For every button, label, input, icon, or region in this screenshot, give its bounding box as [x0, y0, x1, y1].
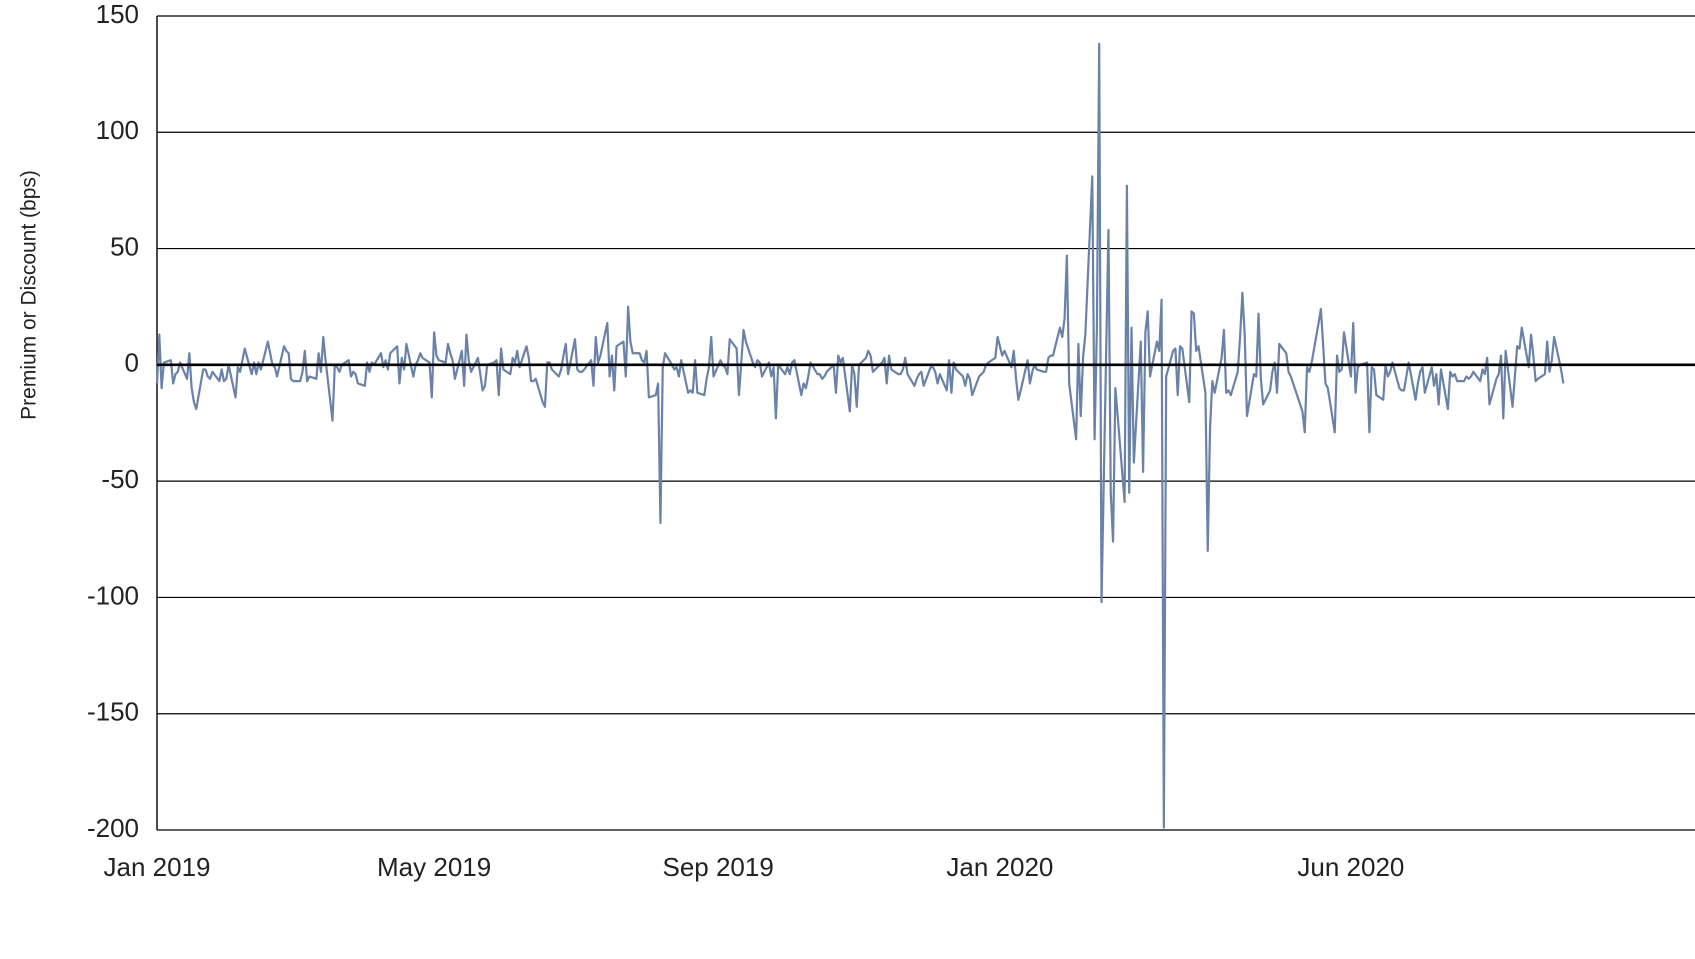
- y-tick-label: -100: [87, 580, 139, 610]
- series-group: [155, 42, 1565, 829]
- y-tick-label: 100: [96, 115, 139, 145]
- y-tick-label: -150: [87, 697, 139, 727]
- x-tick-label: May 2019: [377, 852, 491, 882]
- y-tick-label: 50: [110, 231, 139, 261]
- x-tick-labels: Jan 2019 May 2019 Sep 2019 Jan 2020 Jun 2020: [104, 852, 1405, 882]
- y-tick-labels: 150 100 50 0 -50 -100 -150 -200: [87, 0, 139, 843]
- x-tick-label: Jun 2020: [1297, 852, 1404, 882]
- x-tick-label: Jan 2020: [946, 852, 1053, 882]
- y-tick-label: -50: [101, 464, 139, 494]
- y-tick-label: 0: [125, 348, 139, 378]
- x-tick-label: Sep 2019: [662, 852, 773, 882]
- y-axis-title: Premium or Discount (bps): [18, 170, 41, 420]
- x-tick-label: Jan 2019: [104, 852, 211, 882]
- y-tick-label: -200: [87, 813, 139, 843]
- series-line: [155, 42, 1565, 829]
- y-tick-label: 150: [96, 0, 139, 29]
- gridlines: [157, 15, 1695, 831]
